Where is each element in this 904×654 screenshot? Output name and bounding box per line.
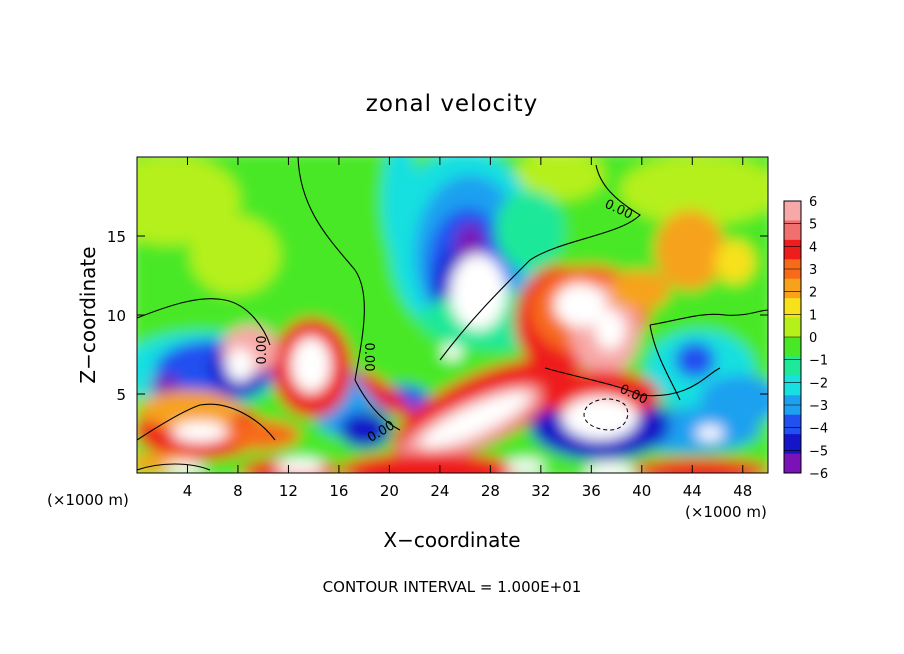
colorbar-swatch: [784, 298, 801, 319]
contour-line: [649, 324, 681, 401]
colorbar-label: −3: [809, 399, 828, 414]
colorbar-label: 5: [809, 218, 817, 233]
contour-line: [354, 379, 401, 431]
x-tick-label: 16: [329, 482, 348, 500]
x-unit-right: (×1000 m): [685, 503, 767, 521]
x-tick-label: 32: [531, 482, 550, 500]
y-tick-label: 15: [107, 228, 126, 246]
x-tick-label: 40: [632, 482, 651, 500]
x-tick-label: 36: [582, 482, 601, 500]
plot-area: 0.000.000.000.000.00: [137, 157, 768, 473]
colorbar-label: −2: [809, 376, 828, 391]
colorbar-swatch: [784, 337, 801, 357]
colorbar-label: 0: [809, 331, 817, 346]
contour-line: [439, 164, 641, 361]
contour-line-negative: [583, 398, 629, 431]
contour-interval-note: CONTOUR INTERVAL = 1.000E+01: [323, 578, 582, 596]
contour-label: 0.00: [255, 336, 270, 365]
x-unit-left: (×1000 m): [47, 491, 129, 509]
colorbar-swatch: [784, 239, 801, 260]
colorbar-swatch: [784, 453, 801, 474]
colorbar-label: −5: [809, 444, 828, 459]
colorbar-swatch: [784, 278, 801, 299]
y-axis-label: Z−coordinate: [76, 246, 100, 383]
colorbar-swatch: [784, 434, 801, 455]
y-tick-label: 10: [107, 307, 126, 325]
colorbar-label: −6: [809, 467, 828, 482]
x-tick-label: 12: [279, 482, 298, 500]
x-axis: 4 8 12 16 20 24 28 32 36 40 44 48: [183, 157, 752, 500]
x-tick-label: 44: [683, 482, 702, 500]
contour-line: [297, 157, 365, 381]
colorbar-label: 2: [809, 286, 817, 301]
colorbar-swatch: [784, 414, 801, 435]
colorbar-swatch: [784, 356, 801, 377]
contour-line: [137, 463, 211, 471]
colorbar-swatch: [784, 201, 801, 221]
colorbar-swatch: [784, 375, 801, 396]
colorbar-label: 3: [809, 263, 817, 278]
x-axis-label: X−coordinate: [383, 528, 520, 552]
contour-line: [649, 309, 768, 326]
colorbar-swatch: [784, 220, 801, 241]
x-tick-label: 24: [430, 482, 449, 500]
x-tick-label: 20: [380, 482, 399, 500]
x-tick-label: 48: [733, 482, 752, 500]
x-tick-label: 4: [183, 482, 193, 500]
contour-label: 0.00: [361, 343, 376, 372]
colorbar-label: −1: [809, 354, 828, 369]
colorbar-swatch: [784, 317, 801, 338]
chart-title: zonal velocity: [366, 91, 538, 117]
colorbar-label: 6: [809, 195, 817, 210]
contour-line: [544, 367, 721, 397]
colorbar: 6 5 4 3 2 1 0 −1 −2 −3 −4 −5 −6: [783, 195, 828, 482]
contour-line: [137, 298, 271, 346]
colorbar-label: 4: [809, 240, 817, 255]
x-tick-label: 28: [481, 482, 500, 500]
y-tick-label: 5: [116, 386, 126, 404]
velocity-field: [137, 157, 768, 473]
colorbar-label: 1: [809, 308, 817, 323]
x-tick-label: 8: [233, 482, 243, 500]
contour-line: [137, 403, 276, 441]
y-axis: 5 10 15: [107, 228, 768, 404]
colorbar-label: −4: [809, 422, 828, 437]
